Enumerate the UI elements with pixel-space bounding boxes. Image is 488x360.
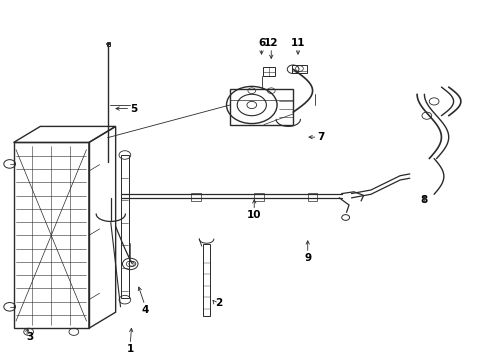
Bar: [254, 193, 264, 201]
Text: 2: 2: [215, 298, 222, 308]
Text: 7: 7: [317, 132, 324, 142]
Text: 11: 11: [290, 38, 305, 48]
Text: 6: 6: [257, 38, 264, 48]
Bar: [191, 193, 201, 201]
Text: 4: 4: [141, 305, 148, 315]
Bar: [307, 193, 317, 201]
Bar: [263, 67, 274, 76]
Bar: [229, 89, 292, 125]
Text: 8: 8: [420, 195, 427, 205]
Text: 9: 9: [304, 253, 311, 263]
Text: 5: 5: [130, 104, 137, 113]
Bar: [120, 155, 129, 298]
Text: 3: 3: [27, 332, 34, 342]
Text: 1: 1: [126, 344, 134, 354]
Bar: [291, 65, 306, 73]
Bar: [202, 244, 210, 316]
Text: 12: 12: [264, 38, 278, 48]
Bar: [107, 42, 110, 46]
Text: 10: 10: [246, 210, 261, 220]
